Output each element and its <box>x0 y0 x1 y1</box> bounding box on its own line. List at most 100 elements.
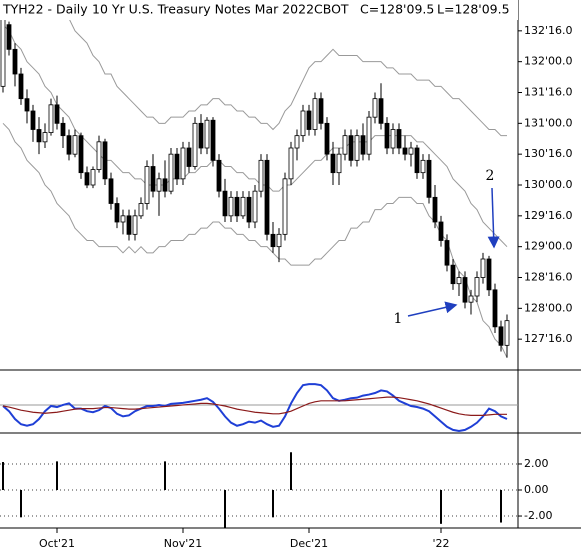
y-tick-label: 131'00.0 <box>524 116 573 129</box>
candle-body <box>420 159 426 174</box>
exchange: CBOT <box>314 2 349 17</box>
candle-body <box>342 135 348 155</box>
candle-body <box>114 203 120 223</box>
candle-body <box>468 295 474 303</box>
x-tick-label: Nov'21 <box>164 537 203 550</box>
candle-body <box>384 122 390 149</box>
candle-body <box>354 135 360 161</box>
candle-body <box>48 104 54 133</box>
y-tick-label: 130'00.0 <box>524 178 573 191</box>
candle-body <box>390 129 396 149</box>
y-tick-label: 127'16.0 <box>524 332 573 345</box>
x-tick-label: Dec'21 <box>290 537 328 550</box>
annotation-arrow <box>487 187 500 249</box>
candle-body <box>258 159 264 192</box>
annotation: 1 <box>394 311 403 327</box>
candle-body <box>78 135 84 174</box>
oscillator-line <box>2 396 507 416</box>
candle-body <box>498 326 504 346</box>
y-tick-label: 132'00.0 <box>524 55 573 68</box>
candle-body <box>462 277 468 303</box>
candle-body <box>132 215 138 235</box>
candle-body <box>6 24 12 50</box>
last-label: L=128'09.5 <box>437 2 510 17</box>
candle-body <box>18 73 24 100</box>
candle-body <box>264 159 270 235</box>
annotation: 2 <box>486 168 495 184</box>
candle-body <box>144 166 150 204</box>
candle-body <box>186 147 192 167</box>
y-tick-label: 132'16.0 <box>524 24 573 37</box>
y-tick-label: 129'16.0 <box>524 209 573 222</box>
candle-body <box>348 135 354 161</box>
candle-body <box>366 116 372 155</box>
header-bg <box>0 0 518 20</box>
candle-body <box>120 215 126 223</box>
candle-body <box>90 169 96 186</box>
candle-body <box>360 135 366 155</box>
candle-body <box>492 289 498 328</box>
x-tick-label: '22 <box>432 537 449 550</box>
candle-body <box>168 153 174 192</box>
band-line <box>2 122 508 358</box>
candle-body <box>414 147 420 174</box>
annotation-arrow <box>407 301 458 317</box>
y-tick-label: 0.00 <box>524 483 549 496</box>
candle-body <box>270 233 276 248</box>
candle-body <box>294 135 300 149</box>
candle-body <box>228 196 234 217</box>
x-tick-label: Oct'21 <box>39 537 75 550</box>
candle-body <box>72 135 78 155</box>
price-panel <box>0 0 510 358</box>
y-tick-label: 129'00.0 <box>524 240 573 253</box>
candle-body <box>330 153 336 174</box>
y-tick-label: 128'00.0 <box>524 301 573 314</box>
candle-body <box>252 190 258 223</box>
candle-body <box>480 258 486 278</box>
y-tick-label: 128'16.0 <box>524 271 573 284</box>
candle-body <box>66 135 72 155</box>
candle-body <box>60 122 66 137</box>
y-tick-label: 130'16.0 <box>524 147 573 160</box>
y-tick-label: 131'16.0 <box>524 86 573 99</box>
candle-body <box>84 172 90 186</box>
candle-body <box>396 129 402 149</box>
candle-body <box>486 258 492 291</box>
candle-body <box>378 98 384 124</box>
candle-body <box>276 233 282 248</box>
y-tick-label: 2.00 <box>524 457 549 470</box>
candle-body <box>300 110 306 137</box>
candle-body <box>438 221 444 241</box>
candle-body <box>108 178 114 204</box>
candle-body <box>234 196 240 217</box>
candle-body <box>312 98 318 130</box>
candle-body <box>210 119 216 161</box>
candle-body <box>156 178 162 192</box>
candle-body <box>180 147 186 180</box>
candle-body <box>138 203 144 217</box>
candle-body <box>306 110 312 130</box>
candle-body <box>444 240 450 266</box>
candle-body <box>0 18 6 87</box>
candle-body <box>162 178 168 192</box>
chart-title: TYH22 - Daily <box>2 2 88 17</box>
candle-body <box>150 166 156 192</box>
band-line <box>2 24 508 248</box>
candle-body <box>24 98 30 112</box>
candle-body <box>504 320 510 346</box>
candle-body <box>426 159 432 198</box>
candle-body <box>36 129 42 143</box>
candle-body <box>246 196 252 223</box>
candle-body <box>288 147 294 180</box>
oscillator-line <box>2 383 508 432</box>
candle-body <box>12 48 18 75</box>
candle-body <box>240 196 246 217</box>
candle-body <box>282 178 288 235</box>
candle-body <box>30 110 36 130</box>
candle-body <box>96 141 102 170</box>
candle-body <box>372 98 378 118</box>
candle-body <box>54 104 60 124</box>
candle-body <box>324 122 330 155</box>
candle-body <box>222 190 228 217</box>
candle-body <box>216 159 222 192</box>
